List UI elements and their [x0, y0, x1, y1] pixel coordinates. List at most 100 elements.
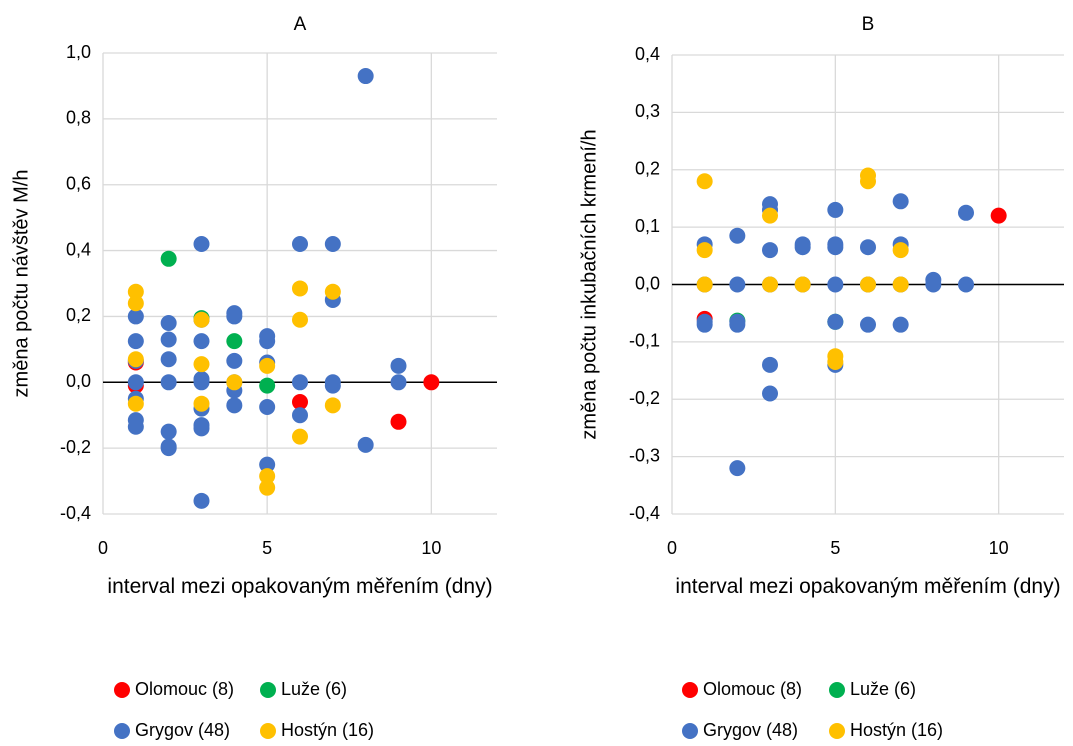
y-tick-label: 0,2 — [635, 159, 660, 179]
point — [892, 276, 909, 293]
legend-label: Grygov (48) — [135, 720, 230, 740]
x-tick-label: 5 — [830, 538, 840, 558]
point — [193, 333, 210, 350]
point — [226, 397, 243, 414]
legend-marker — [114, 682, 130, 698]
legend-marker — [260, 682, 276, 698]
point — [958, 204, 974, 221]
point — [259, 479, 276, 496]
point — [160, 331, 177, 348]
point — [324, 283, 341, 300]
point — [892, 316, 909, 333]
point — [226, 374, 243, 391]
point — [292, 280, 308, 297]
point — [762, 207, 778, 224]
point — [292, 374, 308, 391]
y-tick-label: -0,2 — [629, 388, 660, 408]
legend-label: Luže (6) — [281, 679, 347, 699]
point — [193, 235, 210, 252]
point — [827, 239, 844, 256]
legend-label: Grygov (48) — [703, 720, 798, 740]
point — [827, 313, 844, 330]
point — [292, 407, 308, 424]
point — [193, 311, 210, 328]
point — [729, 276, 746, 293]
point — [696, 173, 713, 190]
legend-marker — [682, 723, 698, 739]
y-tick-label: 0,1 — [635, 216, 660, 236]
point — [160, 351, 177, 368]
point — [127, 395, 144, 412]
point — [259, 357, 276, 374]
point — [226, 352, 243, 369]
point — [892, 193, 909, 210]
legend-label: Olomouc (8) — [703, 679, 802, 699]
point — [292, 311, 308, 328]
point — [259, 468, 276, 485]
y-tick-label: -0,4 — [629, 503, 660, 523]
point — [193, 395, 210, 412]
point — [324, 377, 341, 394]
point — [127, 295, 144, 312]
point — [827, 201, 844, 218]
point — [390, 357, 407, 374]
y-tick-label: 0,6 — [66, 173, 91, 193]
y-axis-label: změna počtu inkubačních krmení/h — [578, 129, 600, 439]
x-axis-label: interval mezi opakovaným měřením (dny) — [107, 575, 493, 598]
point — [193, 420, 210, 437]
point — [860, 173, 876, 190]
point — [226, 333, 243, 350]
point — [423, 374, 440, 391]
y-tick-label: 0,4 — [66, 239, 91, 259]
point — [324, 397, 341, 414]
y-tick-label: -0,4 — [60, 503, 91, 523]
legend-marker — [829, 682, 845, 698]
point — [762, 385, 778, 402]
point — [324, 235, 341, 252]
x-tick-label: 10 — [421, 538, 441, 558]
point — [292, 428, 308, 445]
point — [696, 276, 713, 293]
point — [729, 460, 746, 477]
legend-label: Hostýn (16) — [281, 720, 374, 740]
point — [160, 315, 177, 332]
point — [160, 374, 177, 391]
point — [762, 276, 778, 293]
y-tick-label: 0,4 — [635, 44, 660, 64]
point — [794, 239, 811, 256]
legend-marker — [114, 723, 130, 739]
x-tick-label: 5 — [262, 538, 272, 558]
point — [860, 239, 876, 256]
y-tick-label: 0,2 — [66, 305, 91, 325]
x-tick-label: 0 — [667, 538, 677, 558]
point — [892, 242, 909, 259]
x-tick-label: 10 — [989, 538, 1009, 558]
x-axis-label: interval mezi opakovaným měřením (dny) — [675, 575, 1061, 598]
point — [259, 456, 276, 473]
chart-title: A — [294, 14, 307, 35]
legend-marker — [260, 723, 276, 739]
point — [827, 276, 844, 293]
point — [193, 356, 210, 373]
legend-label: Luže (6) — [850, 679, 916, 699]
legend-marker — [682, 682, 698, 698]
point — [860, 276, 876, 293]
chart-title: B — [862, 14, 875, 35]
point — [729, 316, 746, 333]
point — [160, 440, 177, 457]
point — [925, 276, 942, 293]
point — [794, 276, 811, 293]
point — [390, 374, 407, 391]
point — [127, 308, 144, 325]
point — [292, 235, 308, 252]
point — [860, 316, 876, 333]
point — [127, 351, 144, 368]
y-tick-label: -0,3 — [629, 445, 660, 465]
point — [762, 356, 778, 373]
point — [357, 436, 374, 453]
point — [696, 316, 713, 333]
y-tick-label: 0,8 — [66, 108, 91, 128]
point — [259, 333, 276, 350]
y-tick-label: 1,0 — [66, 42, 91, 62]
